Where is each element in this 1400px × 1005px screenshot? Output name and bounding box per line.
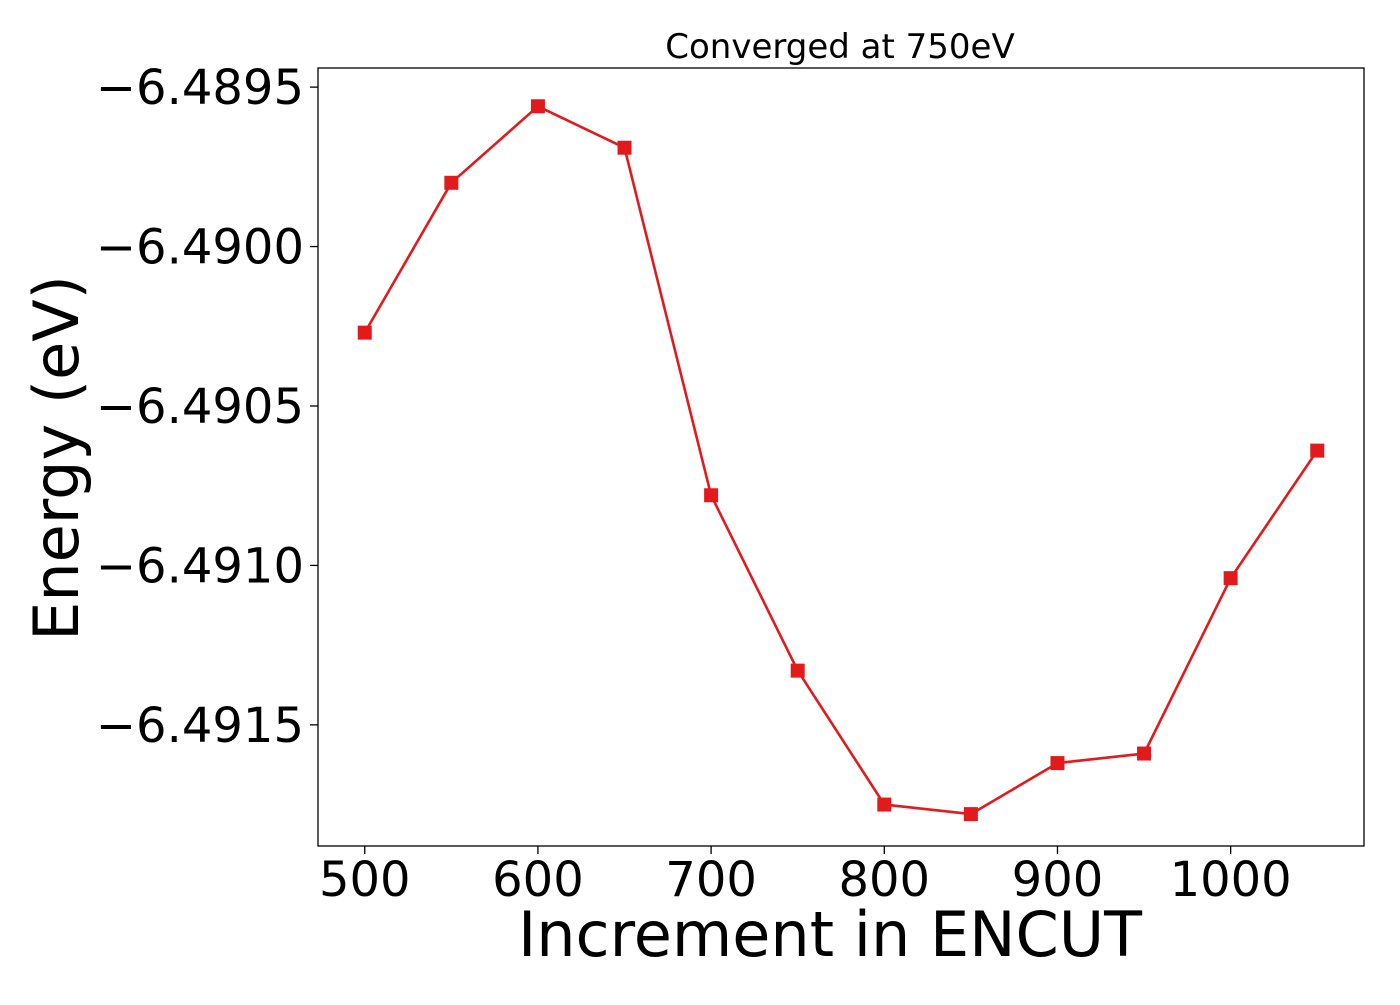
- data-point-marker: [1223, 571, 1238, 586]
- y-tick-label: −6.4900: [96, 220, 304, 276]
- y-tick-label: −6.4905: [96, 379, 304, 435]
- x-tick-label: 700: [665, 852, 757, 908]
- plot-area: 500 600 700 800 900 1000 −6.4895 −6.4900 −6.4905…: [96, 60, 1365, 908]
- series-line: [363, 105, 1319, 816]
- y-tick-label: −6.4910: [96, 538, 304, 594]
- chart-title: Converged at 750eV: [665, 27, 1014, 67]
- axes-frame: [317, 67, 1365, 847]
- data-point-marker: [963, 807, 978, 822]
- data-point-marker: [790, 663, 805, 678]
- x-tick-label: 900: [1012, 852, 1104, 908]
- data-point-marker: [1137, 746, 1152, 761]
- y-tick-label: −6.4915: [96, 698, 304, 754]
- data-point-marker: [1050, 756, 1065, 771]
- x-tick-label: 800: [838, 852, 930, 908]
- x-axis-label: Increment in ENCUT: [518, 898, 1143, 971]
- y-tick-label: −6.4895: [96, 60, 304, 116]
- data-point-marker: [877, 797, 892, 812]
- data-point-marker: [530, 99, 545, 114]
- x-tick-label: 1000: [1170, 852, 1292, 908]
- data-point-marker: [1310, 443, 1325, 458]
- x-tick-label: 600: [492, 852, 584, 908]
- data-point-marker: [704, 488, 719, 503]
- x-tick-label: 500: [319, 852, 411, 908]
- data-point-marker: [444, 175, 459, 190]
- y-axis-label: Energy (eV): [20, 275, 93, 641]
- data-point-marker: [617, 140, 632, 155]
- data-point-marker: [357, 325, 372, 340]
